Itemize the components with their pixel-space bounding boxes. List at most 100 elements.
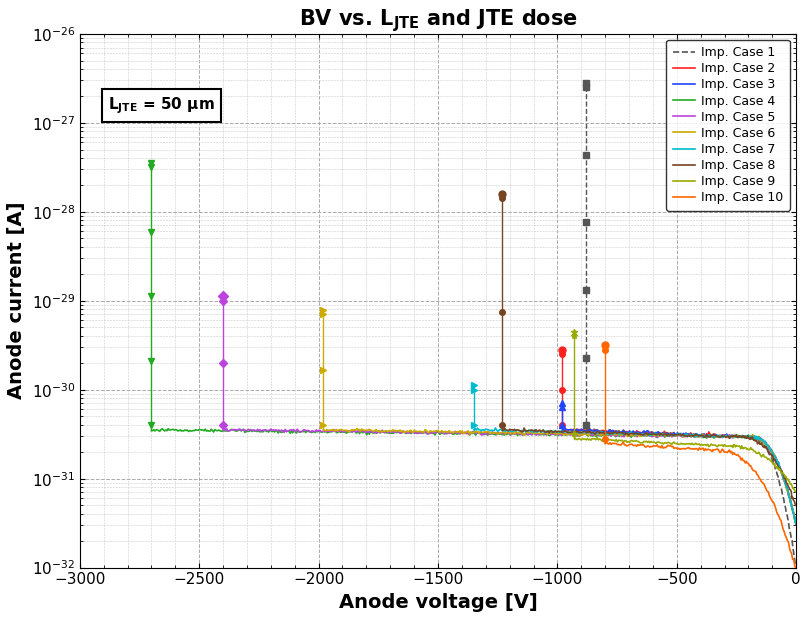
Imp. Case 10 — [773, 511, 783, 518]
Imp. Case 5 — [791, 520, 801, 527]
Imp. Case 5 — [713, 433, 723, 440]
Imp. Case 5 — [236, 426, 246, 434]
Imp. Case 8 — [671, 431, 680, 438]
Imp. Case 3 — [711, 431, 721, 438]
Imp. Case 7 — [646, 431, 656, 439]
Imp. Case 5 — [293, 427, 303, 435]
Imp. Case 5 — [222, 425, 232, 432]
Imp. Case 10 — [618, 439, 628, 446]
Imp. Case 1 — [791, 563, 801, 571]
Imp. Case 5 — [218, 425, 228, 433]
Imp. Case 1 — [729, 433, 739, 441]
Line: Imp. Case 9: Imp. Case 9 — [574, 437, 796, 492]
Imp. Case 4 — [509, 430, 519, 437]
Line: Imp. Case 7: Imp. Case 7 — [473, 428, 796, 522]
Imp. Case 6 — [430, 427, 440, 435]
Text: L$_{\mathbf{JTE}}$ = 50 μm: L$_{\mathbf{JTE}}$ = 50 μm — [108, 95, 215, 116]
Imp. Case 7 — [776, 467, 785, 474]
Imp. Case 6 — [791, 519, 801, 527]
Legend: Imp. Case 1, Imp. Case 2, Imp. Case 3, Imp. Case 4, Imp. Case 5, Imp. Case 6, Im: Imp. Case 1, Imp. Case 2, Imp. Case 3, I… — [667, 40, 790, 210]
Imp. Case 4 — [681, 433, 691, 440]
Imp. Case 8 — [667, 431, 676, 438]
Imp. Case 1 — [772, 469, 781, 476]
Imp. Case 6 — [616, 431, 625, 438]
Imp. Case 8 — [621, 430, 631, 437]
Imp. Case 6 — [352, 425, 362, 432]
Imp. Case 3 — [577, 425, 587, 433]
Imp. Case 3 — [755, 437, 764, 444]
Imp. Case 7 — [490, 424, 500, 431]
Imp. Case 8 — [696, 432, 705, 439]
Imp. Case 1 — [640, 430, 650, 437]
Imp. Case 6 — [461, 428, 471, 436]
Imp. Case 2 — [673, 432, 683, 439]
Imp. Case 9 — [609, 436, 619, 444]
Imp. Case 10 — [708, 446, 718, 454]
Imp. Case 1 — [585, 425, 595, 433]
Imp. Case 3 — [673, 429, 683, 436]
Imp. Case 9 — [664, 439, 674, 446]
Imp. Case 2 — [570, 425, 579, 433]
Imp. Case 8 — [728, 433, 738, 440]
Imp. Case 4 — [762, 441, 772, 449]
Imp. Case 1 — [762, 444, 772, 451]
Imp. Case 9 — [595, 435, 604, 443]
Line: Imp. Case 1: Imp. Case 1 — [586, 429, 796, 567]
Imp. Case 10 — [600, 439, 610, 447]
Imp. Case 9 — [776, 470, 786, 477]
Title: BV vs. L$_{\mathbf{JTE}}$ and JTE dose: BV vs. L$_{\mathbf{JTE}}$ and JTE dose — [299, 7, 578, 34]
Imp. Case 6 — [564, 431, 574, 438]
Imp. Case 9 — [573, 436, 583, 443]
Imp. Case 4 — [326, 428, 336, 435]
Imp. Case 8 — [498, 426, 507, 434]
Line: Imp. Case 3: Imp. Case 3 — [562, 429, 796, 523]
Imp. Case 1 — [731, 431, 741, 438]
Imp. Case 8 — [791, 501, 801, 509]
Imp. Case 1 — [647, 428, 657, 436]
Imp. Case 2 — [791, 519, 801, 526]
Imp. Case 10 — [791, 565, 801, 572]
Imp. Case 8 — [520, 424, 529, 431]
Line: Imp. Case 8: Imp. Case 8 — [503, 428, 796, 505]
Imp. Case 2 — [711, 431, 721, 439]
Imp. Case 7 — [631, 431, 641, 438]
X-axis label: Anode voltage [V]: Anode voltage [V] — [339, 593, 537, 612]
Imp. Case 4 — [791, 521, 801, 528]
Imp. Case 3 — [558, 426, 567, 434]
Imp. Case 6 — [770, 451, 780, 459]
Imp. Case 7 — [469, 426, 478, 433]
Imp. Case 9 — [791, 488, 801, 496]
Imp. Case 4 — [146, 427, 156, 435]
Imp. Case 7 — [587, 430, 596, 438]
Imp. Case 5 — [755, 434, 765, 441]
Imp. Case 9 — [639, 438, 649, 445]
Imp. Case 7 — [791, 519, 801, 526]
Line: Imp. Case 10: Imp. Case 10 — [605, 443, 796, 568]
Imp. Case 10 — [678, 445, 688, 452]
Imp. Case 4 — [766, 446, 776, 453]
Line: Imp. Case 6: Imp. Case 6 — [323, 428, 796, 523]
Y-axis label: Anode current [A]: Anode current [A] — [7, 202, 26, 399]
Imp. Case 3 — [764, 443, 773, 451]
Imp. Case 10 — [630, 441, 640, 449]
Imp. Case 2 — [755, 433, 764, 441]
Line: Imp. Case 5: Imp. Case 5 — [223, 428, 796, 524]
Imp. Case 4 — [247, 428, 257, 435]
Imp. Case 2 — [668, 430, 678, 437]
Imp. Case 6 — [554, 429, 564, 436]
Imp. Case 4 — [163, 425, 173, 432]
Line: Imp. Case 4: Imp. Case 4 — [151, 428, 796, 524]
Imp. Case 1 — [581, 426, 591, 433]
Imp. Case 5 — [388, 428, 398, 436]
Imp. Case 7 — [512, 426, 522, 434]
Line: Imp. Case 2: Imp. Case 2 — [562, 429, 796, 522]
Imp. Case 2 — [764, 443, 773, 450]
Imp. Case 10 — [700, 447, 709, 454]
Imp. Case 3 — [668, 430, 678, 438]
Imp. Case 6 — [318, 426, 328, 433]
Imp. Case 9 — [570, 433, 579, 441]
Imp. Case 2 — [558, 427, 567, 435]
Imp. Case 7 — [571, 428, 581, 436]
Imp. Case 2 — [584, 427, 594, 435]
Imp. Case 3 — [791, 519, 801, 527]
